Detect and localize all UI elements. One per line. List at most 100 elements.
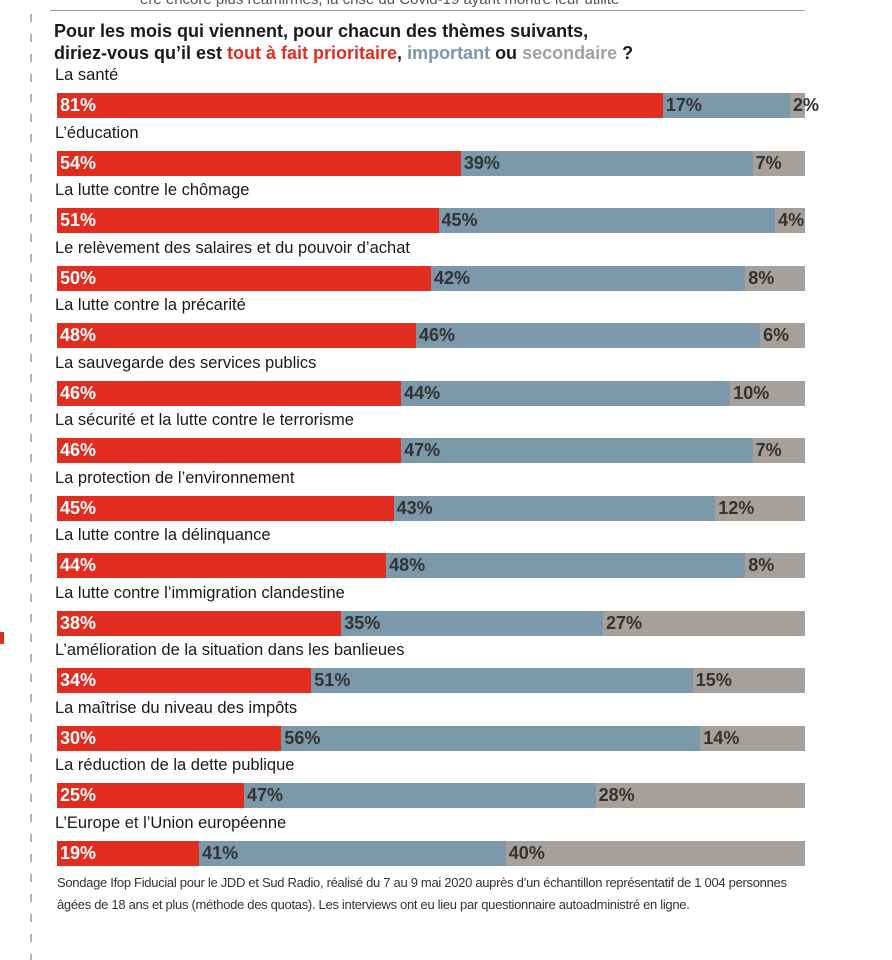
- margin-dash: [30, 914, 32, 922]
- footnote-line-2: âgées de 18 ans et plus (méthode des quo…: [57, 897, 690, 912]
- bar-segment-prioritaire: [57, 266, 431, 291]
- bar-segment-important: [401, 438, 753, 463]
- value-label-important: 45%: [441, 210, 478, 230]
- margin-dash: [30, 354, 32, 362]
- category-label: La lutte contre l’immigration clandestin…: [55, 584, 345, 602]
- bar-segment-prioritaire: [57, 611, 342, 636]
- bar-segment-prioritaire: [57, 726, 282, 751]
- value-label-secondaire: 8%: [748, 268, 775, 288]
- value-label-important: 56%: [284, 728, 321, 748]
- margin-dash: [30, 34, 32, 42]
- margin-red-mark: [0, 632, 4, 644]
- value-label-secondaire: 2%: [793, 95, 820, 115]
- value-label-important: 41%: [202, 843, 239, 863]
- value-label-important: 47%: [247, 785, 284, 805]
- bar-segment-prioritaire: [57, 668, 312, 693]
- margin-dash: [30, 774, 32, 782]
- value-label-secondaire: 12%: [718, 498, 755, 518]
- margin-dash: [30, 514, 32, 522]
- bar-segment-prioritaire: [57, 93, 663, 118]
- bar-segment-important: [401, 381, 731, 406]
- margin-dash: [30, 654, 32, 662]
- margin-dash: [30, 134, 32, 142]
- margin-dash: [30, 794, 32, 802]
- value-label-prioritaire: 50%: [60, 268, 97, 288]
- value-label-prioritaire: 81%: [60, 95, 97, 115]
- bar-segment-important: [416, 323, 761, 348]
- bar-segment-prioritaire: [57, 151, 461, 176]
- margin-dash: [30, 434, 32, 442]
- value-label-prioritaire: 46%: [60, 383, 97, 403]
- bar-segment-important: [460, 151, 753, 176]
- bar-segment-important: [386, 553, 746, 578]
- value-label-important: 48%: [389, 555, 426, 575]
- category-label: La maîtrise du niveau des impôts: [55, 699, 298, 717]
- margin-dashes: [30, 14, 33, 960]
- bar-segment-important: [311, 668, 693, 693]
- value-label-secondaire: 27%: [606, 613, 643, 633]
- value-label-important: 35%: [344, 613, 381, 633]
- bar-segment-secondaire: [775, 208, 805, 233]
- margin-dash: [30, 414, 32, 422]
- margin-dash: [30, 14, 32, 22]
- bar-segment-secondaire: [603, 611, 805, 636]
- bar-segment-secondaire: [595, 783, 805, 808]
- value-label-prioritaire: 46%: [60, 440, 97, 460]
- bar-segment-secondaire: [700, 726, 805, 751]
- value-label-secondaire: 14%: [703, 728, 740, 748]
- value-label-secondaire: 40%: [508, 843, 545, 863]
- margin-dash: [30, 374, 32, 382]
- value-label-prioritaire: 51%: [60, 210, 97, 230]
- header-fragment: ere encore plus reamirmes, la crise du C…: [0, 0, 892, 12]
- bar-segment-important: [244, 783, 596, 808]
- bar-segment-secondaire: [752, 151, 805, 176]
- header-fragment-text: ere encore plus reamirmes, la crise du C…: [140, 0, 619, 8]
- bar-segment-important: [438, 208, 776, 233]
- bar-segment-prioritaire: [57, 841, 200, 866]
- margin-dash: [30, 754, 32, 762]
- margin-dash: [30, 294, 32, 302]
- value-label-secondaire: 6%: [763, 325, 790, 345]
- bar-segment-secondaire: [752, 438, 805, 463]
- bar-segment-secondaire: [760, 323, 805, 348]
- margin-dash: [30, 714, 32, 722]
- chart-title: Pour les mois qui viennent, pour chacun …: [54, 20, 844, 64]
- margin-dash: [30, 934, 32, 942]
- bar-segment-secondaire: [505, 841, 805, 866]
- category-label: La santé: [55, 66, 119, 84]
- margin-dash: [30, 854, 32, 862]
- margin-dash: [30, 394, 32, 402]
- value-label-important: 51%: [314, 670, 351, 690]
- source-footnote: Sondage Ifop Fiducial pour le JDD et Sud…: [57, 872, 847, 916]
- value-label-prioritaire: 48%: [60, 325, 97, 345]
- margin-dash: [30, 494, 32, 502]
- margin-dash: [30, 94, 32, 102]
- category-label: La lutte contre la précarité: [55, 296, 246, 314]
- bar-segment-important: [662, 93, 791, 118]
- margin-dash: [30, 954, 32, 960]
- margin-dash: [30, 894, 32, 902]
- title-line-1: Pour les mois qui viennent, pour chacun …: [54, 21, 589, 41]
- title-sep-1: ,: [397, 43, 408, 63]
- margin-dash: [30, 54, 32, 62]
- margin-dash: [30, 214, 32, 222]
- bar-segment-secondaire: [745, 266, 805, 291]
- bar-segment-important: [431, 266, 746, 291]
- bar-segment-secondaire: [730, 381, 805, 406]
- margin-dash: [30, 274, 32, 282]
- margin-dash: [30, 694, 32, 702]
- bar-segment-prioritaire: [57, 208, 439, 233]
- legend-important: important: [407, 43, 491, 63]
- bar-segment-secondaire: [715, 496, 805, 521]
- margin-dash: [30, 234, 32, 242]
- title-prefix: diriez-vous qu’il est: [54, 43, 228, 63]
- title-sep-2: ou: [490, 43, 523, 63]
- margin-dash: [30, 454, 32, 462]
- value-label-secondaire: 10%: [733, 383, 770, 403]
- margin-dash: [30, 574, 32, 582]
- value-label-prioritaire: 54%: [60, 153, 97, 173]
- value-label-secondaire: 7%: [755, 153, 782, 173]
- bar-segment-important: [281, 726, 701, 751]
- category-label: La sécurité et la lutte contre le terror…: [55, 411, 354, 429]
- category-label: L’éducation: [55, 124, 139, 142]
